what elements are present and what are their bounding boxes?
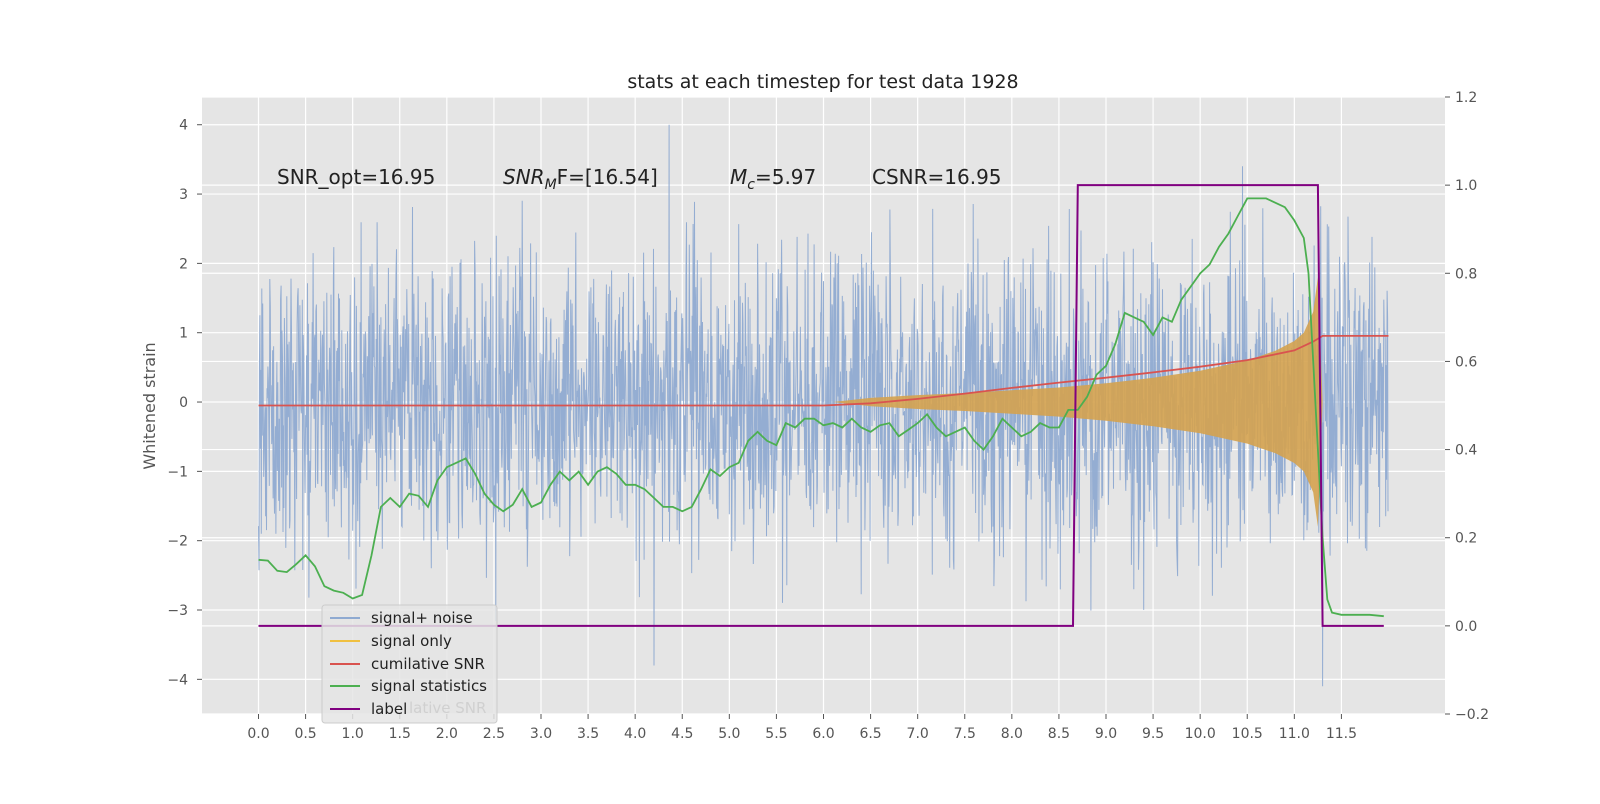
- y-tick-label: −1: [167, 464, 188, 480]
- x-tick-label: 11.0: [1279, 726, 1310, 742]
- signal-statistics-line: [258, 197, 1384, 618]
- label-line: [258, 184, 1384, 627]
- y2-tick-label: 0.6: [1455, 354, 1477, 370]
- y-tick-label: −2: [167, 534, 188, 550]
- y2-tick-label: 1.2: [1455, 90, 1477, 106]
- y-tick-label: −4: [167, 672, 188, 688]
- y-tick-label: −3: [167, 603, 188, 619]
- y2-tick-label: 0.8: [1455, 266, 1477, 282]
- y2-tick-label: 0.4: [1455, 443, 1477, 459]
- legend: lative SNR signal+ noise signal only cum…: [321, 604, 498, 724]
- line-series-layer: [258, 184, 1389, 627]
- signal-only-band: [832, 277, 1389, 527]
- legend-label-signal-statistics: signal statistics: [371, 677, 487, 695]
- legend-label-label: label: [371, 700, 407, 718]
- x-tick-label: 1.0: [342, 726, 364, 742]
- legend-ghost-text: lative SNR: [409, 699, 486, 717]
- annotation-mc-main: M: [730, 165, 747, 189]
- x-tick-label: 4.0: [624, 726, 646, 742]
- legend-label-signal-only: signal only: [371, 632, 452, 650]
- y2-tick-label: 0.2: [1455, 531, 1477, 547]
- x-tick-label: 8.5: [1048, 726, 1070, 742]
- x-tick-label: 3.0: [530, 726, 552, 742]
- x-tick-label: 9.5: [1142, 726, 1164, 742]
- annotation-snr-opt: SNR_opt=16.95: [277, 165, 435, 189]
- x-tick-label: 3.5: [577, 726, 599, 742]
- x-tick-label: 10.0: [1185, 726, 1216, 742]
- x-tick-label: 7.0: [907, 726, 929, 742]
- chart-title: stats at each timestep for test data 192…: [627, 71, 1018, 93]
- annotation-snr-mf-main: SNR: [503, 165, 545, 189]
- legend-label-signal-noise: signal+ noise: [371, 609, 473, 627]
- y2-tick-label: −0.2: [1455, 707, 1489, 723]
- annotation-mc-rest: =5.97: [755, 165, 816, 189]
- annotation-snr-mf-sub: M: [545, 177, 557, 193]
- x-tick-label: 6.0: [812, 726, 834, 742]
- y-tick-label: 1: [179, 326, 188, 342]
- signal-noise-trace: [258, 124, 1389, 687]
- x-tick-label: 4.5: [671, 726, 693, 742]
- annotation-snr-mf: SNRMF=[16.54]: [503, 165, 658, 193]
- y-tick-label: 3: [179, 187, 188, 203]
- annotation-snr-mf-rest: F=[16.54]: [557, 165, 658, 189]
- x-tick-label: 5.0: [718, 726, 740, 742]
- x-tick-label: 1.5: [389, 726, 411, 742]
- y2-tick-label: 0.0: [1455, 619, 1477, 635]
- y-tick-label: 0: [179, 395, 188, 411]
- ticks-layer: 0.0 0.5 1.0 1.5 2.0 2.5 3.0 3.5 4.0 4.5 5.0 5.5 6.0 6…: [167, 90, 1489, 742]
- legend-box: [321, 604, 498, 724]
- x-tick-label: 9.0: [1095, 726, 1117, 742]
- annotation-csnr: CSNR=16.95: [872, 165, 1002, 189]
- x-tick-label: 5.5: [765, 726, 787, 742]
- signal-only-series: [832, 277, 1389, 527]
- y-tick-label: 4: [179, 118, 188, 134]
- x-tick-label: 0.5: [294, 726, 316, 742]
- cumulative-snr-line: [258, 334, 1389, 407]
- x-tick-label: 2.0: [436, 726, 458, 742]
- x-tick-label: 11.5: [1326, 726, 1357, 742]
- x-tick-label: 0.0: [247, 726, 269, 742]
- y-tick-label: 2: [179, 256, 188, 272]
- x-tick-label: 7.5: [954, 726, 976, 742]
- legend-label-cumulative-snr: cumilative SNR: [371, 655, 485, 673]
- signal-noise-series: [258, 124, 1389, 687]
- x-tick-label: 10.5: [1232, 726, 1263, 742]
- annotation-mc: Mc=5.97: [730, 165, 816, 193]
- y-axis-label: Whitened strain: [140, 342, 159, 469]
- x-tick-label: 6.5: [859, 726, 881, 742]
- annotation-mc-sub: c: [747, 177, 755, 193]
- x-tick-label: 8.0: [1001, 726, 1023, 742]
- x-tick-label: 2.5: [483, 726, 505, 742]
- y2-tick-label: 1.0: [1455, 178, 1477, 194]
